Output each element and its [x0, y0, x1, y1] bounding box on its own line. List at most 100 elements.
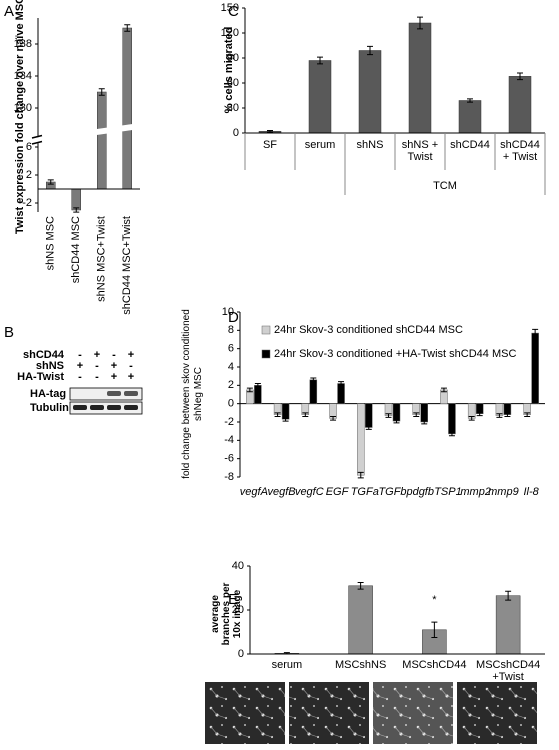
x-tick-label: pdgfb: [405, 486, 434, 498]
x-tick-label: MSCshNS: [334, 659, 387, 671]
x-tick-label: SF: [262, 139, 278, 151]
panel-label: D: [228, 309, 239, 326]
x-tick-label-box: MSCshNS: [334, 659, 387, 671]
blot-band: [107, 391, 121, 396]
error-bar: [246, 387, 253, 393]
y-tick-label: 0: [238, 648, 244, 660]
x-tick-label-box: shNS: [356, 139, 384, 151]
legend-label: 24hr Skov-3 conditioned shCD44 MSC: [274, 324, 463, 336]
bar: [495, 595, 521, 655]
y-tick-label: -8: [224, 471, 234, 483]
bar: [309, 379, 318, 404]
blot-sign: +: [111, 371, 117, 383]
blot-band: [73, 405, 87, 410]
x-tick-label: EGF: [326, 486, 350, 498]
y-tick-label: 10: [222, 306, 234, 318]
y-tick-label: 0: [233, 127, 239, 139]
x-tick-label: serum: [304, 139, 336, 151]
x-tick-label: serum: [271, 659, 303, 671]
error-bar: [317, 56, 323, 65]
y-tick-label: 130: [14, 102, 32, 114]
x-tick-label: shCD44 + Twist: [500, 139, 540, 163]
micrograph: [373, 682, 453, 744]
bar: [281, 403, 290, 420]
blot-sign: +: [111, 360, 117, 372]
x-tick-label: TGFb: [378, 486, 406, 498]
blot-band-label: HA-tag: [30, 388, 66, 400]
x-tick-label: mmp2: [460, 486, 491, 498]
x-tick-label: shCD44 MSC: [70, 216, 82, 283]
blot-band: [107, 405, 121, 410]
error-bar: [517, 72, 523, 81]
bar: [420, 403, 428, 423]
error-bar: [467, 98, 473, 103]
legend-label: 24hr Skov-3 conditioned +HA-Twist shCD44…: [274, 348, 516, 360]
x-tick-label: MSCshCD44: [402, 659, 467, 671]
error-bar: [468, 416, 475, 421]
blot-sign: +: [128, 349, 134, 361]
blot-box: [69, 387, 143, 401]
y-axis-label-box: average branches per 10x image: [210, 583, 243, 646]
error-bar: [496, 413, 503, 418]
blot-band: [124, 405, 138, 410]
y-tick-label: 40: [232, 560, 244, 572]
bar: [348, 585, 373, 655]
bar: [308, 60, 332, 134]
y-tick-label: 0: [228, 398, 234, 410]
micrograph: [205, 682, 285, 744]
error-bar: [338, 381, 345, 386]
x-tick-label: shNS MSC: [45, 216, 57, 270]
error-bar: [310, 377, 317, 383]
y-tick-label: 138: [14, 38, 32, 50]
x-tick-label-box: MSCshCD44 +Twist: [476, 659, 540, 683]
bar: [357, 403, 365, 476]
legend-swatch: [261, 325, 271, 335]
y-tick-label: 8: [228, 324, 234, 336]
x-tick-label: TSP1: [434, 486, 462, 498]
error-bar: [302, 412, 309, 417]
y-axis-label: Twist expression fold change over naïve …: [14, 0, 26, 234]
y-tick-label: -2: [224, 416, 234, 428]
bar: [458, 100, 482, 134]
error-bar: [254, 383, 261, 388]
error-bar: [476, 411, 483, 417]
blot-sign: -: [95, 371, 99, 383]
blot-row-label: shNS: [36, 360, 64, 372]
panel-label: C: [228, 3, 239, 20]
error-bar: [267, 130, 273, 133]
x-tick-label-box: shNS + Twist: [402, 139, 438, 163]
y-tick-label: 2: [228, 379, 234, 391]
error-bar: [524, 412, 531, 417]
panel-label: B: [4, 324, 14, 341]
blot-sign: +: [128, 371, 134, 383]
y-tick-label: 134: [14, 70, 32, 82]
x-tick-label: shNS: [356, 139, 384, 151]
error-bar: [274, 412, 281, 417]
error-bar: [47, 179, 54, 185]
y-tick-label: 4: [228, 361, 234, 373]
x-tick-label: vegfC: [295, 486, 324, 498]
bar: [408, 22, 432, 134]
x-tick-label-box: MSCshCD44: [402, 659, 467, 671]
micrograph: [457, 682, 537, 744]
blot-band: [90, 405, 104, 410]
blot-sign: -: [112, 349, 116, 361]
x-tick-label-box: serum: [304, 139, 336, 151]
y-axis-label: fold change between skov conditioned shN…: [181, 309, 204, 479]
error-bar: [532, 328, 539, 338]
x-tick-label-box: shCD44: [450, 139, 490, 151]
blot-box: [69, 401, 143, 415]
y-tick-label: 6: [228, 343, 234, 355]
bar: [531, 332, 539, 404]
blot-sign: -: [78, 371, 82, 383]
x-tick-label: vegfB: [268, 486, 296, 498]
x-tick-label-box: serum: [271, 659, 303, 671]
axis-break: [31, 134, 43, 145]
bar: [337, 383, 345, 404]
error-bar: [440, 387, 447, 393]
blot-band-label: Tubulin: [30, 402, 69, 414]
error-bar: [505, 590, 512, 601]
bar: [392, 403, 401, 422]
error-bar: [413, 412, 420, 417]
